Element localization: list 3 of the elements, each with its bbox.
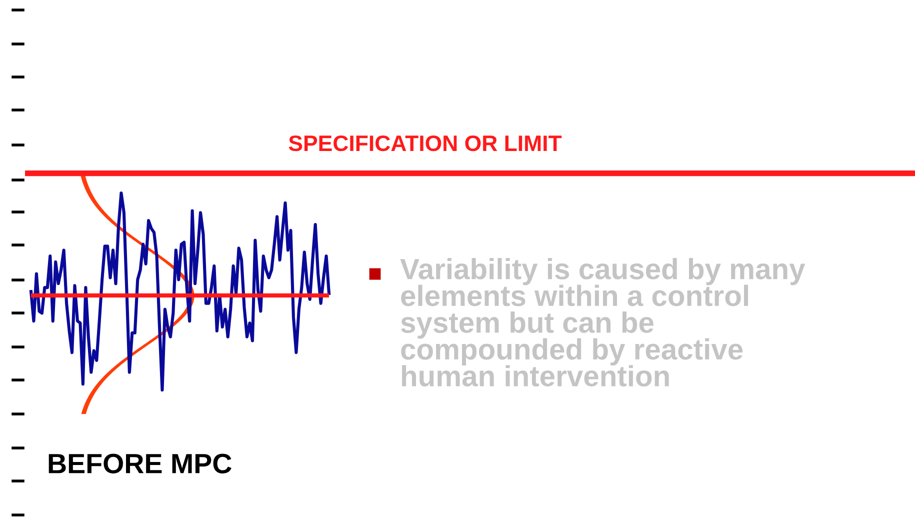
text: Variability is caused by many elements within a control system but can be compounded by reactive human intervention: [400, 258, 806, 386]
ref-line-label: SPECIFICATION OR LIMIT: [288, 135, 562, 152]
text: BEFORE MPC: [48, 454, 232, 474]
